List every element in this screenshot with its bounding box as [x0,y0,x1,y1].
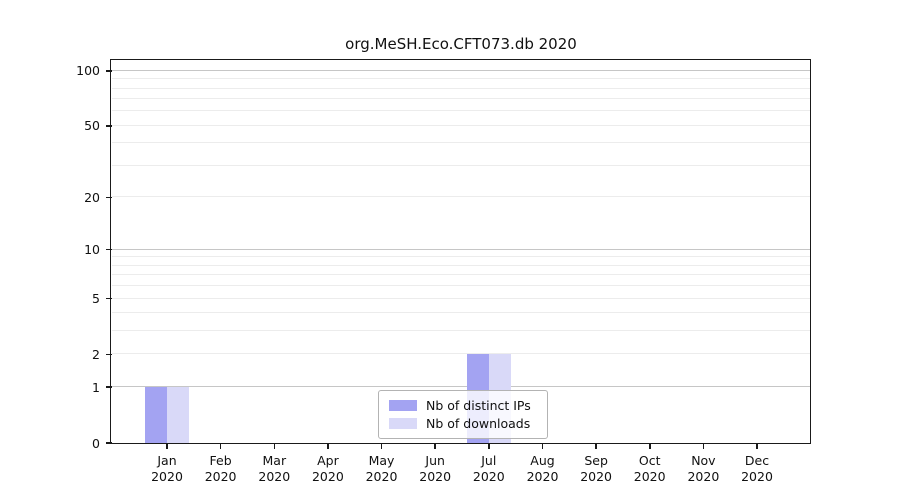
y-tick-label: 50 [84,118,100,134]
x-tick-month: Sep [584,453,608,468]
x-tick-label-apr: Apr 2020 [298,453,358,484]
x-tick-label-jun: Jun 2020 [405,453,465,484]
x-tick-month: Apr [317,453,339,468]
y-tick-mark [106,248,112,251]
x-tick-mark [327,444,329,449]
gridline-minor [112,87,810,89]
gridline-minor [112,297,810,299]
x-tick-mark [756,444,758,449]
bar-nb-of-downloads-jan [167,387,189,443]
y-tick-mark [106,196,112,199]
chart-title: org.MeSH.Eco.CFT073.db 2020 [345,35,577,53]
legend-swatch-downloads [389,417,417,429]
x-tick-label-may: May 2020 [352,453,412,484]
x-tick-month: Jul [481,453,497,468]
y-tick-label: 5 [92,291,100,306]
x-tick-year: 2020 [419,468,452,484]
x-tick-year: 2020 [365,468,398,484]
x-tick-year: 2020 [472,468,505,484]
y-tick-label: 0 [92,435,100,451]
gridline-minor [112,353,810,355]
x-tick-label-aug: Aug 2020 [513,453,573,484]
y-tick-label: 1 [92,379,100,395]
x-tick-mark [649,444,651,449]
legend-swatch-distinct-ips [389,399,417,411]
gridline-minor [112,165,810,167]
x-tick-month: Nov [691,453,716,468]
x-tick-month: Aug [530,453,555,468]
x-tick-mark [219,444,222,449]
gridline-minor [112,285,810,287]
x-tick-mark [595,444,597,449]
x-tick-year: 2020 [151,468,183,484]
legend: Nb of distinct IPs Nb of downloads [378,390,548,439]
y-tick-mark [106,442,112,444]
x-tick-month: May [368,453,395,468]
x-tick-year: 2020 [258,468,291,484]
y-tick-label: 2 [92,346,100,362]
y-tick-mark [106,353,112,356]
gridline-minor [112,256,810,258]
x-tick-label-mar: Mar 2020 [244,453,304,484]
x-tick-month: Mar [262,453,287,468]
gridline-major [112,69,810,71]
gridline-major [112,386,810,388]
x-tick-mark [434,444,436,449]
gridline-minor [112,196,810,198]
y-tick-mark [106,70,112,72]
x-tick-year: 2020 [204,468,237,484]
x-tick-mark [273,444,275,449]
legend-label-distinct-ips: Nb of distinct IPs [426,397,531,413]
gridline-major [112,248,810,250]
x-tick-month: Oct [638,453,661,468]
x-tick-month: Jan [157,453,177,468]
x-tick-label-dec: Dec 2020 [727,453,787,484]
gridline-minor [112,98,810,100]
x-tick-mark [380,444,383,449]
x-tick-month: Dec [744,453,770,468]
x-tick-mark [166,444,168,449]
legend-label-downloads: Nb of downloads [426,415,531,431]
gridline-minor [112,124,810,126]
x-tick-label-jan: Jan 2020 [137,453,197,484]
gridline-minor [112,142,810,144]
x-tick-year: 2020 [741,468,773,484]
x-tick-label-jul: Jul 2020 [459,453,519,484]
x-tick-label-nov: Nov 2020 [673,453,733,484]
x-tick-mark [488,444,490,449]
gridline-minor [112,330,810,332]
gridline-minor [112,274,810,276]
x-tick-year: 2020 [526,468,559,484]
y-tick-mark [106,297,112,300]
gridline-minor [112,110,810,112]
y-tick-mark [106,386,112,388]
x-tick-year: 2020 [311,468,344,484]
x-tick-year: 2020 [687,468,720,484]
plot-area [112,61,810,443]
legend-item-downloads: Nb of downloads [389,414,539,432]
gridline-minor [112,312,810,314]
gridline-minor [112,264,810,266]
x-tick-year: 2020 [580,468,612,484]
legend-item-distinct-ips: Nb of distinct IPs [389,396,539,414]
gridline-minor [112,78,810,80]
x-tick-month: Feb [209,453,232,468]
y-tick-label: 20 [84,189,100,205]
y-tick-label: 100 [76,63,100,79]
x-tick-month: Jun [425,453,445,468]
y-tick-mark [106,125,112,127]
x-tick-label-feb: Feb 2020 [191,453,251,484]
x-tick-year: 2020 [633,468,666,484]
bar-nb-of-distinct-ips-jan [145,387,167,443]
x-tick-mark [541,444,544,449]
x-tick-label-oct: Oct 2020 [620,453,680,484]
x-tick-mark [702,444,705,449]
x-tick-label-sep: Sep 2020 [566,453,626,484]
y-tick-label: 10 [84,242,100,258]
